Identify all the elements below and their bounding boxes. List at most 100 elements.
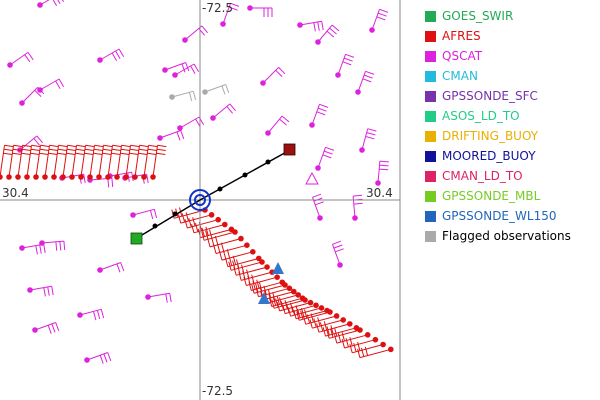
qscat-barb-dot <box>359 147 365 153</box>
afres-barb <box>17 144 32 178</box>
legend-item[interactable]: QSCAT <box>418 46 596 66</box>
afres-barb-dot <box>78 174 84 180</box>
legend-item[interactable]: DRIFTING_BUOY <box>418 126 596 146</box>
afres-barb-dot <box>51 174 57 180</box>
afres-barb-dot <box>33 174 39 180</box>
legend-label: MOORED_BUOY <box>442 149 536 163</box>
legend-item[interactable]: GOES_SWIR <box>418 6 596 26</box>
afres-barb-dot <box>123 174 129 180</box>
qscat-barb-dot <box>19 245 25 251</box>
qscat-barb-dot <box>220 21 226 27</box>
legend-label: GPSSONDE_MBL <box>442 189 541 203</box>
qscat-barb-dot <box>145 294 151 300</box>
qscat-barb <box>352 194 363 219</box>
afres-barb-dot <box>244 242 250 248</box>
afres-barb-dot <box>295 292 302 298</box>
legend-item[interactable]: CMAN_LD_TO <box>418 166 596 186</box>
qscat-barb <box>267 115 290 134</box>
qscat-barb-dot <box>210 115 216 121</box>
qscat-barb <box>19 135 43 151</box>
afres-barb <box>271 297 306 309</box>
afres-barb <box>255 285 290 298</box>
legend-item[interactable]: CMAN <box>418 66 596 86</box>
lat-label-left: 30.4 <box>2 186 29 200</box>
legend-item[interactable]: AFRES <box>418 26 596 46</box>
qscat-barb-dot <box>182 37 188 43</box>
qscat-barb <box>79 308 105 321</box>
afres-barb <box>184 217 219 229</box>
legend-swatch-icon <box>425 50 436 62</box>
afres-barb <box>309 317 344 329</box>
legend-item[interactable]: MOORED_BUOY <box>418 146 596 166</box>
afres-barb-dot <box>286 285 293 292</box>
qscat-barb <box>317 146 335 169</box>
afres-barb <box>357 346 391 359</box>
afres-barb-dot <box>150 174 156 180</box>
track-point <box>152 223 158 229</box>
afres-barb <box>282 302 317 315</box>
lon-label-top: -72.5 <box>202 1 233 15</box>
track-point <box>172 211 178 217</box>
legend-item[interactable]: ASOS_LD_TO <box>418 106 596 126</box>
afres-barb <box>89 144 104 178</box>
afres-barb <box>296 309 331 321</box>
qscat-barb-dot <box>157 135 163 141</box>
legend-item[interactable]: GPSSONDE_WL150 <box>418 206 596 226</box>
afres-barb-dot <box>347 321 353 327</box>
observation-markers <box>130 143 319 304</box>
afres-barb <box>268 295 303 307</box>
qscat-barb-dot <box>162 67 168 73</box>
qscat-barb-dot <box>97 57 103 63</box>
legend-label: CMAN <box>442 69 478 83</box>
qscat-barb-dot <box>39 240 45 246</box>
afres-barb <box>341 337 376 349</box>
afres-barb-dot <box>282 282 288 288</box>
afres-barb <box>107 144 122 178</box>
afres-barb-dot <box>96 174 102 180</box>
afres-barb <box>116 144 131 178</box>
afres-barb <box>349 341 384 354</box>
afres-barb-dot <box>42 174 48 180</box>
afres-barb <box>8 144 23 178</box>
afres-barb-dot <box>69 174 75 180</box>
afres-barb-dot <box>259 259 265 265</box>
legend-label: Flagged observations <box>442 229 571 243</box>
afres-barb-dot <box>340 317 347 323</box>
afres-barb-dot <box>255 255 262 262</box>
afres-barb <box>44 144 59 178</box>
legend-item[interactable]: GPSSONDE_SFC <box>418 86 596 106</box>
track-point <box>265 159 271 165</box>
afres-barb <box>219 249 253 261</box>
qscat-barb-dot <box>317 215 323 221</box>
qscat-barb-dot <box>337 262 343 268</box>
legend-item[interactable]: GPSSONDE_MBL <box>418 186 596 206</box>
afres-barb-dot <box>222 221 228 228</box>
track-point <box>217 186 223 192</box>
legend-item[interactable]: Flagged observations <box>418 226 596 246</box>
afres-barb-dot <box>307 299 314 306</box>
qscat-barb-dot <box>375 180 381 186</box>
track-line <box>136 149 291 239</box>
storm-center-inner <box>194 194 206 206</box>
qscat-barb <box>41 240 66 251</box>
lat-label-right: 30.4 <box>366 186 393 200</box>
storm-center-ring <box>189 189 211 211</box>
afres-barb-dot <box>24 174 30 180</box>
afres-barb <box>334 332 368 344</box>
afres-barb <box>326 327 361 339</box>
qscat-barb-dot <box>32 327 38 333</box>
afres-barb <box>134 144 149 178</box>
qscat-barb-dot <box>172 72 178 78</box>
qscat-barb-dot <box>77 312 83 318</box>
afres-barb-dot <box>302 297 308 303</box>
qscat-barb <box>317 24 340 43</box>
afres-barb <box>260 288 294 301</box>
afres-barb-dot <box>364 332 371 338</box>
afres-barb-dot <box>250 249 256 255</box>
qscat-barb-dot <box>19 100 25 106</box>
qscat-barb-dot <box>247 5 253 11</box>
qscat-barb <box>99 262 125 273</box>
track-point <box>242 172 248 178</box>
legend-swatch-icon <box>425 210 436 222</box>
